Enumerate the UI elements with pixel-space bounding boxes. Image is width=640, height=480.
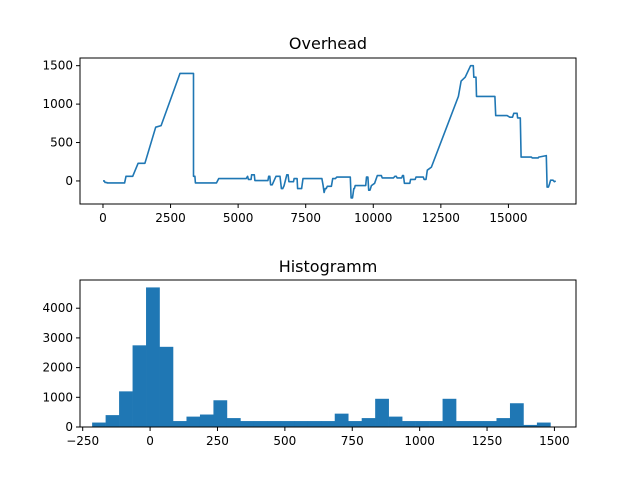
histogram-bar xyxy=(119,391,133,427)
x-tick-label: 0 xyxy=(146,434,154,448)
histogram-bar xyxy=(402,421,416,427)
overhead-series-line xyxy=(103,64,557,199)
histogram-bar xyxy=(361,418,376,427)
histogram-bar xyxy=(321,421,336,427)
x-tick-label: −250 xyxy=(66,434,99,448)
histogram-bar xyxy=(334,413,349,427)
histogram-bar xyxy=(146,287,160,427)
y-tick-label: 500 xyxy=(50,136,73,150)
histogram-bar xyxy=(496,418,511,427)
x-tick-label: 15000 xyxy=(489,211,527,225)
histogram-bar xyxy=(186,416,201,427)
overhead-plot: Overhead 0 2500 5000 7500 10000 12500 15000 0 50… xyxy=(42,34,577,225)
x-tick-label: 12500 xyxy=(422,211,460,225)
histogram-bar xyxy=(199,414,214,427)
histogram-bar xyxy=(105,415,120,427)
y-tick-label: 1000 xyxy=(42,390,73,404)
histogram-bar xyxy=(173,421,187,427)
histogram-bar xyxy=(509,403,524,427)
x-tick-label: 250 xyxy=(206,434,229,448)
y-tick-label: 3000 xyxy=(42,331,73,345)
x-tick-label: 0 xyxy=(99,211,107,225)
histogram-bar xyxy=(429,421,443,427)
histogram-bar xyxy=(132,345,147,427)
histogram-bar xyxy=(483,421,497,427)
histogram-bar xyxy=(253,421,268,427)
plot-frame xyxy=(79,57,577,205)
x-tick-label: 1250 xyxy=(472,434,503,448)
histogram-bar xyxy=(267,421,282,427)
histogram-bar xyxy=(375,398,389,427)
y-tick-label: 4000 xyxy=(42,301,73,315)
histogram-bar xyxy=(388,416,403,427)
x-tick-label: 500 xyxy=(273,434,296,448)
histogram-bar xyxy=(536,422,551,427)
histogram-bar xyxy=(294,421,309,427)
x-tick-label: 7500 xyxy=(290,211,321,225)
x-tick-label: 10000 xyxy=(354,211,392,225)
histogram-bar xyxy=(159,346,174,427)
y-tick-label: 2000 xyxy=(42,361,73,375)
x-tick-label: 2500 xyxy=(155,211,186,225)
histogram-plot: Histogramm −250 0 250 500 750 1000 1250 1500010… xyxy=(42,257,577,448)
y-tick-label: 0 xyxy=(65,174,73,188)
histogram-bar xyxy=(415,421,430,427)
plot-frame xyxy=(79,279,577,428)
chart-title: Histogramm xyxy=(279,257,378,276)
histogram-bar xyxy=(456,421,470,427)
y-tick-label: 1500 xyxy=(42,59,73,73)
histogram-bar xyxy=(469,421,484,427)
y-tick-label: 1000 xyxy=(42,97,73,111)
histogram-bar xyxy=(442,398,457,427)
histogram-bar xyxy=(523,424,538,427)
x-tick-label: 5000 xyxy=(223,211,254,225)
histogram-bar xyxy=(307,421,322,427)
histogram-bar xyxy=(240,421,255,427)
chart-title: Overhead xyxy=(289,34,367,53)
x-tick-label: 1500 xyxy=(539,434,570,448)
histogram-bar xyxy=(226,418,241,427)
x-tick-label: 750 xyxy=(341,434,364,448)
histogram-bar xyxy=(348,421,362,427)
histogram-bar xyxy=(92,422,106,427)
y-tick-label: 0 xyxy=(65,420,73,434)
x-tick-label: 1000 xyxy=(404,434,435,448)
histogram-bar xyxy=(280,421,295,427)
histogram-bar xyxy=(213,400,228,427)
